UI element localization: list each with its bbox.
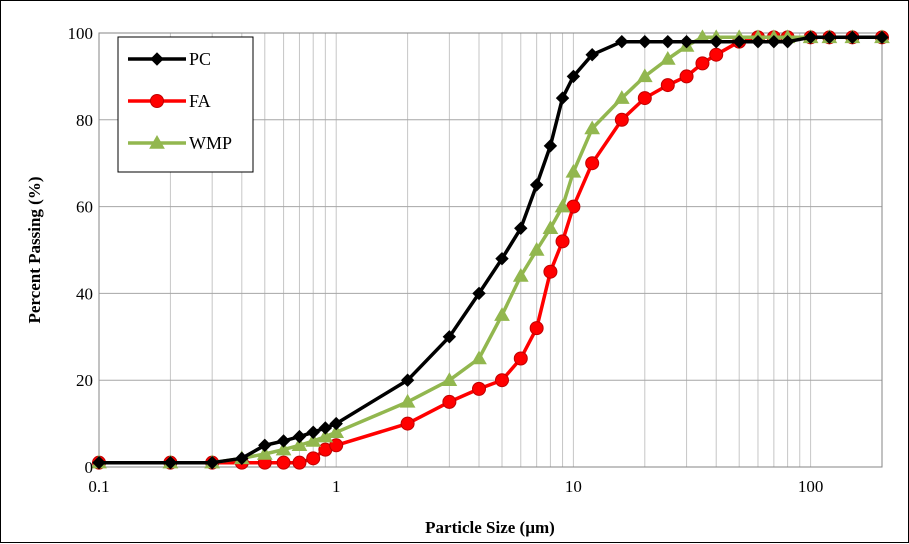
data-point-wmp [256, 445, 273, 460]
data-point-pc [329, 416, 343, 431]
x-tick-label: 0.1 [88, 477, 109, 496]
legend-label-pc: PC [189, 49, 211, 69]
data-point-fa [494, 373, 509, 388]
data-point-fa [306, 451, 321, 466]
legend: PC FA WMP [117, 36, 254, 173]
y-axis-title: Percent Passing (%) [25, 177, 44, 324]
y-tick-label: 80 [76, 111, 93, 130]
data-point-wmp [565, 163, 582, 178]
data-point-pc [875, 30, 889, 45]
data-point-pc [514, 221, 528, 236]
legend-marker-wmp [149, 134, 165, 149]
data-point-wmp [512, 268, 529, 282]
data-point-pc [709, 34, 723, 49]
data-point-fa [709, 47, 724, 62]
grid-lines [98, 33, 883, 467]
plot-area-border [98, 32, 883, 468]
data-point-fa [543, 264, 558, 279]
y-tick-label: 0 [85, 458, 94, 477]
data-point-fa [660, 78, 675, 93]
data-point-pc [258, 438, 272, 453]
data-point-wmp [584, 120, 601, 135]
data-point-fa [585, 156, 600, 171]
x-tick-label: 10 [565, 477, 582, 496]
legend-marker-fa [150, 94, 164, 108]
data-point-pc [400, 373, 415, 387]
data-point-fa [400, 416, 415, 431]
data-point-wmp [636, 68, 653, 83]
data-point-wmp [542, 220, 559, 235]
data-point-wmp [317, 428, 334, 443]
series-pc [92, 30, 889, 470]
data-point-fa [529, 321, 544, 336]
data-point-pc [767, 34, 781, 49]
data-point-pc [276, 434, 291, 448]
data-point-pc [472, 286, 486, 301]
data-point-fa [472, 381, 487, 396]
y-tick-label: 20 [76, 371, 93, 390]
y-tick-label: 60 [76, 198, 93, 217]
data-point-fa [679, 69, 694, 84]
y-tick-label: 100 [68, 24, 94, 43]
data-point-pc [585, 47, 599, 62]
data-point-wmp [494, 307, 510, 321]
data-point-fa [513, 351, 528, 366]
data-point-pc [845, 30, 860, 45]
legend-marker-pc [150, 52, 164, 66]
data-point-pc [163, 455, 178, 470]
data-point-pc [442, 330, 457, 344]
series-line-wmp [99, 35, 882, 465]
data-point-wmp [291, 437, 308, 452]
data-point-pc [306, 425, 320, 439]
data-point-pc [661, 34, 675, 49]
data-point-wmp [328, 424, 345, 439]
legend-label-fa: FA [189, 91, 211, 111]
data-point-pc [822, 30, 837, 45]
data-point-wmp [441, 372, 458, 386]
data-point-pc [803, 30, 818, 45]
data-point-wmp [399, 393, 416, 408]
x-tick-label: 1 [332, 477, 341, 496]
legend-label-wmp: WMP [189, 133, 232, 153]
data-point-wmp [275, 441, 292, 456]
data-point-fa [555, 234, 570, 249]
data-point-wmp [471, 350, 487, 365]
data-point-pc [543, 139, 558, 153]
y-tick-label: 40 [76, 284, 93, 303]
data-point-pc [318, 421, 333, 435]
data-point-wmp [554, 198, 571, 213]
data-point-pc [732, 34, 746, 49]
data-point-fa [637, 91, 652, 106]
data-point-wmp [528, 241, 545, 256]
x-axis-title: Particle Size (µm) [425, 518, 555, 537]
data-point-pc [92, 455, 106, 470]
data-point-fa [276, 455, 291, 470]
data-point-pc [679, 34, 694, 49]
data-point-fa [695, 56, 710, 71]
series-layer [91, 29, 890, 470]
data-point-fa [292, 455, 307, 470]
data-point-wmp [305, 432, 322, 447]
data-point-pc [205, 455, 219, 470]
data-point-pc [292, 429, 307, 444]
x-tick-label: 100 [798, 477, 824, 496]
data-point-pc [555, 91, 570, 105]
data-point-fa [442, 394, 457, 409]
data-point-pc [751, 34, 765, 49]
data-point-pc [780, 34, 795, 49]
data-point-fa [614, 112, 629, 127]
tick-labels: 0 20 40 60 80 100 0.1 1 10 100 [68, 24, 824, 496]
data-point-pc [529, 178, 544, 192]
data-point-pc [566, 69, 581, 84]
data-point-wmp [659, 51, 676, 65]
data-point-pc [235, 451, 249, 466]
data-point-pc [638, 34, 652, 49]
data-point-pc [495, 251, 509, 266]
data-point-wmp [613, 90, 630, 104]
data-point-pc [615, 34, 629, 49]
